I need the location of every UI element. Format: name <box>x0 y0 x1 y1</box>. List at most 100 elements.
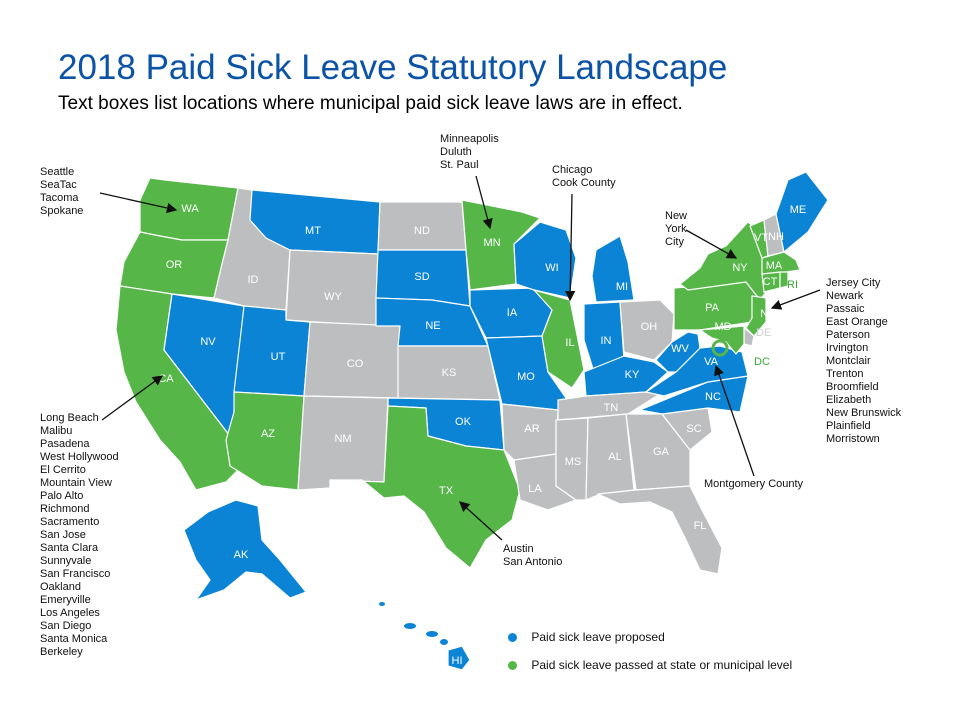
callout-line: Santa Monica <box>40 633 108 645</box>
label-TX: TX <box>439 485 454 497</box>
label-AL: AL <box>608 451 621 463</box>
arrow-newjersey <box>770 289 821 310</box>
label-NV: NV <box>200 336 216 348</box>
island-maui <box>440 639 448 645</box>
label-NJ: NJ <box>760 308 773 320</box>
state-WI <box>513 221 577 299</box>
arrow-chicago <box>564 193 576 302</box>
label-DC: DC <box>754 356 770 368</box>
legend-passed-label: Paid sick leave passed at state or munic… <box>531 658 793 672</box>
label-IN: IN <box>601 335 612 347</box>
label-DE: DE <box>756 327 771 339</box>
callout-line: San Jose <box>40 529 86 541</box>
island-oahu <box>426 631 438 637</box>
state-WV <box>655 331 701 373</box>
label-KS: KS <box>442 367 457 379</box>
label-LA: LA <box>528 483 542 495</box>
label-CT: CT <box>763 276 778 288</box>
state-AK <box>183 499 307 601</box>
label-CA: CA <box>158 373 174 385</box>
label-MI: MI <box>616 281 628 293</box>
callout-line: New Brunswick <box>826 407 902 419</box>
callout-line: Elizabeth <box>826 394 872 406</box>
callout-line: Irvington <box>826 342 869 354</box>
label-ME: ME <box>790 204 807 216</box>
callout-line: Montgomery County <box>704 478 804 490</box>
label-FL: FL <box>694 520 707 532</box>
callout-line: San Antonio <box>503 556 563 568</box>
callout-line: Plainfield <box>826 420 871 432</box>
state-WY <box>285 249 379 327</box>
label-MA: MA <box>766 260 783 272</box>
label-GA: GA <box>653 446 670 458</box>
callout-line: San Francisco <box>40 568 111 580</box>
legend-passed: Paid sick leave passed at state or munic… <box>508 658 792 672</box>
callout-line: El Cerrito <box>40 464 86 476</box>
legend-passed-dot <box>508 661 517 671</box>
callout-line: St. Paul <box>440 159 479 171</box>
label-OK: OK <box>455 416 472 428</box>
label-SD: SD <box>414 271 429 283</box>
arrow-texas <box>459 501 503 541</box>
callout-line: Long Beach <box>40 412 99 424</box>
dc-marker <box>711 339 729 357</box>
label-NE: NE <box>425 320 440 332</box>
callout-line: Pasadena <box>40 438 90 450</box>
callout-line: Montclair <box>826 355 871 367</box>
state-MI <box>591 235 635 303</box>
label-NY: NY <box>732 262 748 274</box>
label-KY: KY <box>625 369 640 381</box>
page-title: 2018 Paid Sick Leave Statutory Landscape <box>58 48 728 87</box>
callout-line: East Orange <box>826 316 888 328</box>
label-MS: MS <box>565 456 582 468</box>
callout-line: Trenton <box>826 368 864 380</box>
label-MT: MT <box>305 225 321 237</box>
label-ND: ND <box>414 225 430 237</box>
state-TX <box>329 405 521 569</box>
label-MO: MO <box>517 371 535 383</box>
callout-line: Malibu <box>40 425 73 437</box>
callout-line: City <box>665 236 684 248</box>
label-CO: CO <box>347 358 364 370</box>
label-WI: WI <box>545 262 558 274</box>
callout-line: Mountain View <box>40 477 112 489</box>
callout-line: Los Angeles <box>40 607 100 619</box>
callout-line: York <box>665 223 687 235</box>
hawaii-islands <box>379 602 448 645</box>
state-GA <box>625 413 691 491</box>
label-NM: NM <box>334 433 351 445</box>
callout-california: Long Beach Malibu Pasadena West Hollywood El… <box>40 412 119 659</box>
label-MD: MD <box>714 321 731 333</box>
callout-line: Paterson <box>826 329 871 341</box>
label-AZ: AZ <box>261 428 275 440</box>
island-kauai <box>404 623 416 629</box>
label-WA: WA <box>181 203 199 215</box>
legend-proposed: Paid sick leave proposed <box>508 630 665 644</box>
label-AK: AK <box>234 549 249 561</box>
label-WV: WV <box>671 343 689 355</box>
callout-line: Passaic <box>826 303 865 315</box>
state-RI <box>779 271 789 289</box>
arrow-minneapolis <box>475 175 493 230</box>
callout-line: Sunnyvale <box>40 555 92 567</box>
callout-line: Oakland <box>40 581 81 593</box>
label-SC: SC <box>686 423 701 435</box>
label-NC: NC <box>705 391 721 403</box>
arrow-seattle <box>99 192 178 214</box>
callout-line: Palo Alto <box>40 490 84 502</box>
callout-line: Santa Clara <box>40 542 99 554</box>
callout-chicago: Chicago Cook County <box>552 164 616 190</box>
callout-line: Berkeley <box>40 646 83 658</box>
callout-line: Seattle <box>40 166 75 178</box>
label-MN: MN <box>483 237 500 249</box>
callout-line: Chicago <box>552 164 593 176</box>
callout-seattle: Seattle SeaTac Tacoma Spokane <box>40 166 83 218</box>
label-VT: VT <box>754 232 768 244</box>
legend-proposed-label: Paid sick leave proposed <box>531 630 665 644</box>
label-OR: OR <box>166 259 183 271</box>
callout-line: SeaTac <box>40 179 77 191</box>
label-NH: NH <box>768 231 784 243</box>
label-HI: HI <box>452 655 463 667</box>
legend-proposed-dot <box>508 633 517 643</box>
